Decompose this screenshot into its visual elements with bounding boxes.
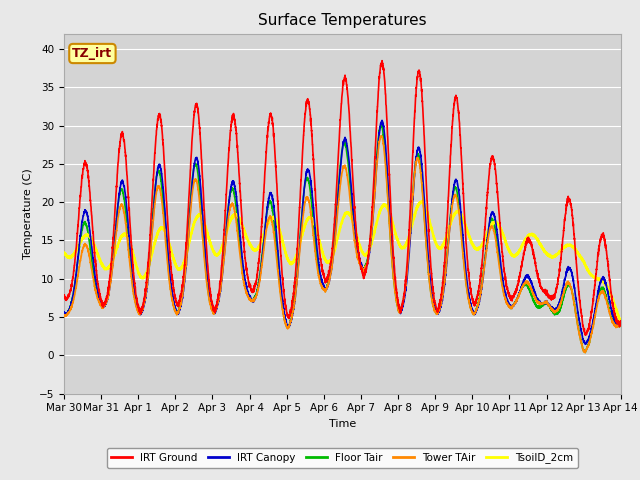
IRT Canopy [436,305,444,311]
Tower TAir [160,221,168,227]
Text: TZ_irt: TZ_irt [72,47,113,60]
Floor Tair [60,311,68,317]
X-axis label: Time: Time [329,419,356,429]
Floor Tair [160,211,168,216]
TsoilD_2cm [617,320,625,325]
IRT Ground [60,292,68,298]
Tower TAir [436,303,444,309]
IRT Ground [436,298,444,304]
Floor Tair [377,122,385,128]
IRT Ground [616,322,624,327]
Legend: IRT Ground, IRT Canopy, Floor Tair, Tower TAir, TsoilD_2cm: IRT Ground, IRT Canopy, Floor Tair, Towe… [107,448,578,468]
TsoilD_2cm [160,227,168,232]
Floor Tair [467,307,475,313]
Tower TAir [617,320,625,326]
Floor Tair [436,302,444,308]
IRT Ground [617,318,625,324]
IRT Canopy [499,278,507,284]
IRT Ground [467,291,475,297]
Tower TAir [616,322,624,328]
IRT Canopy [467,304,475,310]
IRT Ground [378,58,386,63]
IRT Canopy [378,118,386,123]
TsoilD_2cm [60,250,68,255]
IRT Ground [499,257,507,263]
IRT Ground [160,157,168,163]
IRT Canopy [617,319,625,325]
IRT Ground [581,332,589,338]
IRT Ground [322,278,330,284]
Tower TAir [377,133,385,139]
IRT Canopy [322,287,330,292]
TsoilD_2cm [499,231,507,237]
TsoilD_2cm [467,239,475,244]
Tower TAir [322,288,330,293]
Line: IRT Ground: IRT Ground [64,60,621,335]
Line: Floor Tair: Floor Tair [64,125,621,352]
TsoilD_2cm [418,199,426,204]
Tower TAir [467,308,475,313]
Tower TAir [499,287,507,293]
Line: IRT Canopy: IRT Canopy [64,120,621,344]
Y-axis label: Temperature (C): Temperature (C) [23,168,33,259]
Tower TAir [581,350,589,356]
TsoilD_2cm [322,257,330,263]
IRT Canopy [60,309,68,315]
IRT Canopy [616,322,624,327]
Line: TsoilD_2cm: TsoilD_2cm [64,202,621,323]
Tower TAir [60,312,68,318]
Floor Tair [499,285,507,290]
Floor Tair [617,320,625,326]
Line: Tower TAir: Tower TAir [64,136,621,353]
Floor Tair [581,349,589,355]
TsoilD_2cm [616,318,624,324]
TsoilD_2cm [436,245,444,251]
Floor Tair [322,287,330,293]
Title: Surface Temperatures: Surface Temperatures [258,13,427,28]
IRT Canopy [160,197,168,203]
Floor Tair [616,322,624,328]
IRT Canopy [581,341,589,347]
